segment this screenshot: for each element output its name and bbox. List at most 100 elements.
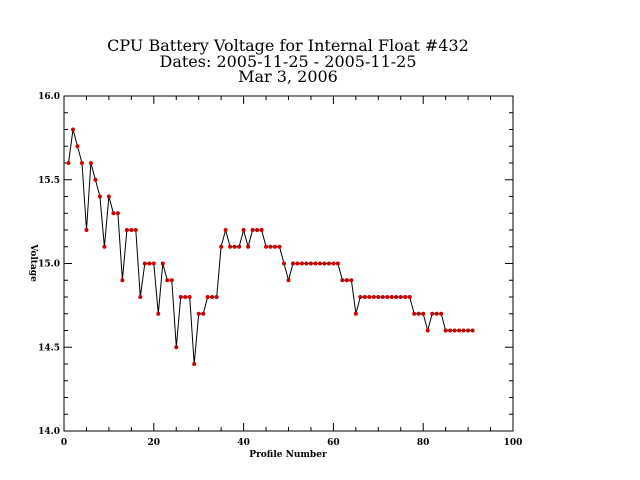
data-point xyxy=(443,328,448,333)
data-point xyxy=(277,244,282,249)
data-point xyxy=(290,261,295,266)
data-point xyxy=(223,228,228,232)
y-tick-label: 14.5 xyxy=(38,343,60,353)
data-point xyxy=(430,311,435,316)
data-point xyxy=(97,194,102,199)
data-point xyxy=(183,295,188,299)
data-point xyxy=(228,244,233,249)
data-point xyxy=(304,261,309,266)
data-point xyxy=(407,295,412,299)
voltage-series xyxy=(66,127,475,366)
y-axis-label: Voltage xyxy=(28,243,38,282)
data-point xyxy=(106,194,111,199)
data-point xyxy=(187,295,192,299)
chart-title-line-1: CPU Battery Voltage for Internal Float #… xyxy=(107,36,469,55)
x-axis-label: Profile Number xyxy=(249,450,327,460)
data-point xyxy=(340,278,345,283)
data-point xyxy=(129,228,134,232)
data-point xyxy=(452,328,457,333)
data-point xyxy=(151,261,156,266)
data-point xyxy=(124,228,129,232)
data-point xyxy=(425,328,430,333)
data-point xyxy=(219,244,224,249)
data-point xyxy=(111,211,116,216)
data-point xyxy=(147,261,152,266)
data-point xyxy=(102,244,107,249)
y-tick-label: 15.0 xyxy=(38,260,60,270)
data-point xyxy=(317,261,322,266)
data-point xyxy=(313,261,318,266)
y-tick-label: 15.5 xyxy=(38,176,60,186)
data-point xyxy=(470,328,475,333)
chart-title-line-2: Dates: 2005-11-25 - 2005-11-25 xyxy=(159,52,416,71)
data-point xyxy=(70,127,75,132)
data-point xyxy=(349,278,354,283)
data-point xyxy=(264,244,269,249)
data-point xyxy=(412,311,417,316)
data-point xyxy=(403,295,408,299)
data-point xyxy=(160,261,165,266)
data-point xyxy=(299,261,304,266)
data-point xyxy=(88,161,93,165)
data-point xyxy=(389,295,394,299)
data-point xyxy=(367,295,372,299)
data-point xyxy=(120,278,125,283)
data-point xyxy=(255,228,260,232)
x-tick-label: 100 xyxy=(504,438,523,448)
data-point xyxy=(174,345,179,350)
y-tick-label: 16.0 xyxy=(38,92,60,102)
data-point xyxy=(201,311,206,316)
data-point xyxy=(421,311,426,316)
x-tick-label: 20 xyxy=(148,438,161,448)
data-point xyxy=(93,177,98,182)
plot-frame xyxy=(63,95,514,432)
data-point xyxy=(133,228,138,232)
data-point xyxy=(232,244,237,249)
data-point xyxy=(156,311,161,316)
data-point xyxy=(398,295,403,299)
data-point xyxy=(358,295,363,299)
data-point xyxy=(237,244,242,249)
data-point xyxy=(138,295,143,299)
data-point xyxy=(192,362,197,366)
x-tick-label: 40 xyxy=(237,438,250,448)
data-point xyxy=(196,311,201,316)
data-point xyxy=(461,328,466,333)
data-point xyxy=(214,295,219,299)
data-point xyxy=(362,295,367,299)
x-tick-label: 80 xyxy=(417,438,430,448)
data-point xyxy=(282,261,287,266)
data-point xyxy=(331,261,336,266)
x-tick-label: 0 xyxy=(61,438,67,448)
chart-title-line-3: Mar 3, 2006 xyxy=(238,67,338,86)
data-point xyxy=(326,261,331,266)
data-point xyxy=(344,278,349,283)
data-point xyxy=(394,295,399,299)
data-point xyxy=(142,261,147,266)
data-point xyxy=(79,161,84,165)
data-point xyxy=(439,311,444,316)
data-point xyxy=(268,244,273,249)
data-point xyxy=(295,261,300,266)
data-point xyxy=(466,328,471,333)
data-point xyxy=(353,311,358,316)
data-point xyxy=(380,295,385,299)
data-point xyxy=(246,244,251,249)
data-point xyxy=(434,311,439,316)
axis-tick-labels: 0 20 40 60 80 100 14.0 14.5 15.0 15.5 16.0 xyxy=(38,92,522,448)
data-point xyxy=(241,228,246,232)
data-point xyxy=(210,295,215,299)
y-tick-label: 14.0 xyxy=(38,427,60,437)
data-point xyxy=(416,311,421,316)
data-point xyxy=(66,161,71,165)
data-point xyxy=(371,295,376,299)
data-point xyxy=(335,261,340,266)
data-point xyxy=(308,261,313,266)
x-tick-label: 60 xyxy=(327,438,340,448)
axis-ticks xyxy=(63,95,514,432)
data-point xyxy=(385,295,390,299)
data-point xyxy=(115,211,120,216)
data-point xyxy=(376,295,381,299)
data-point xyxy=(250,228,255,232)
